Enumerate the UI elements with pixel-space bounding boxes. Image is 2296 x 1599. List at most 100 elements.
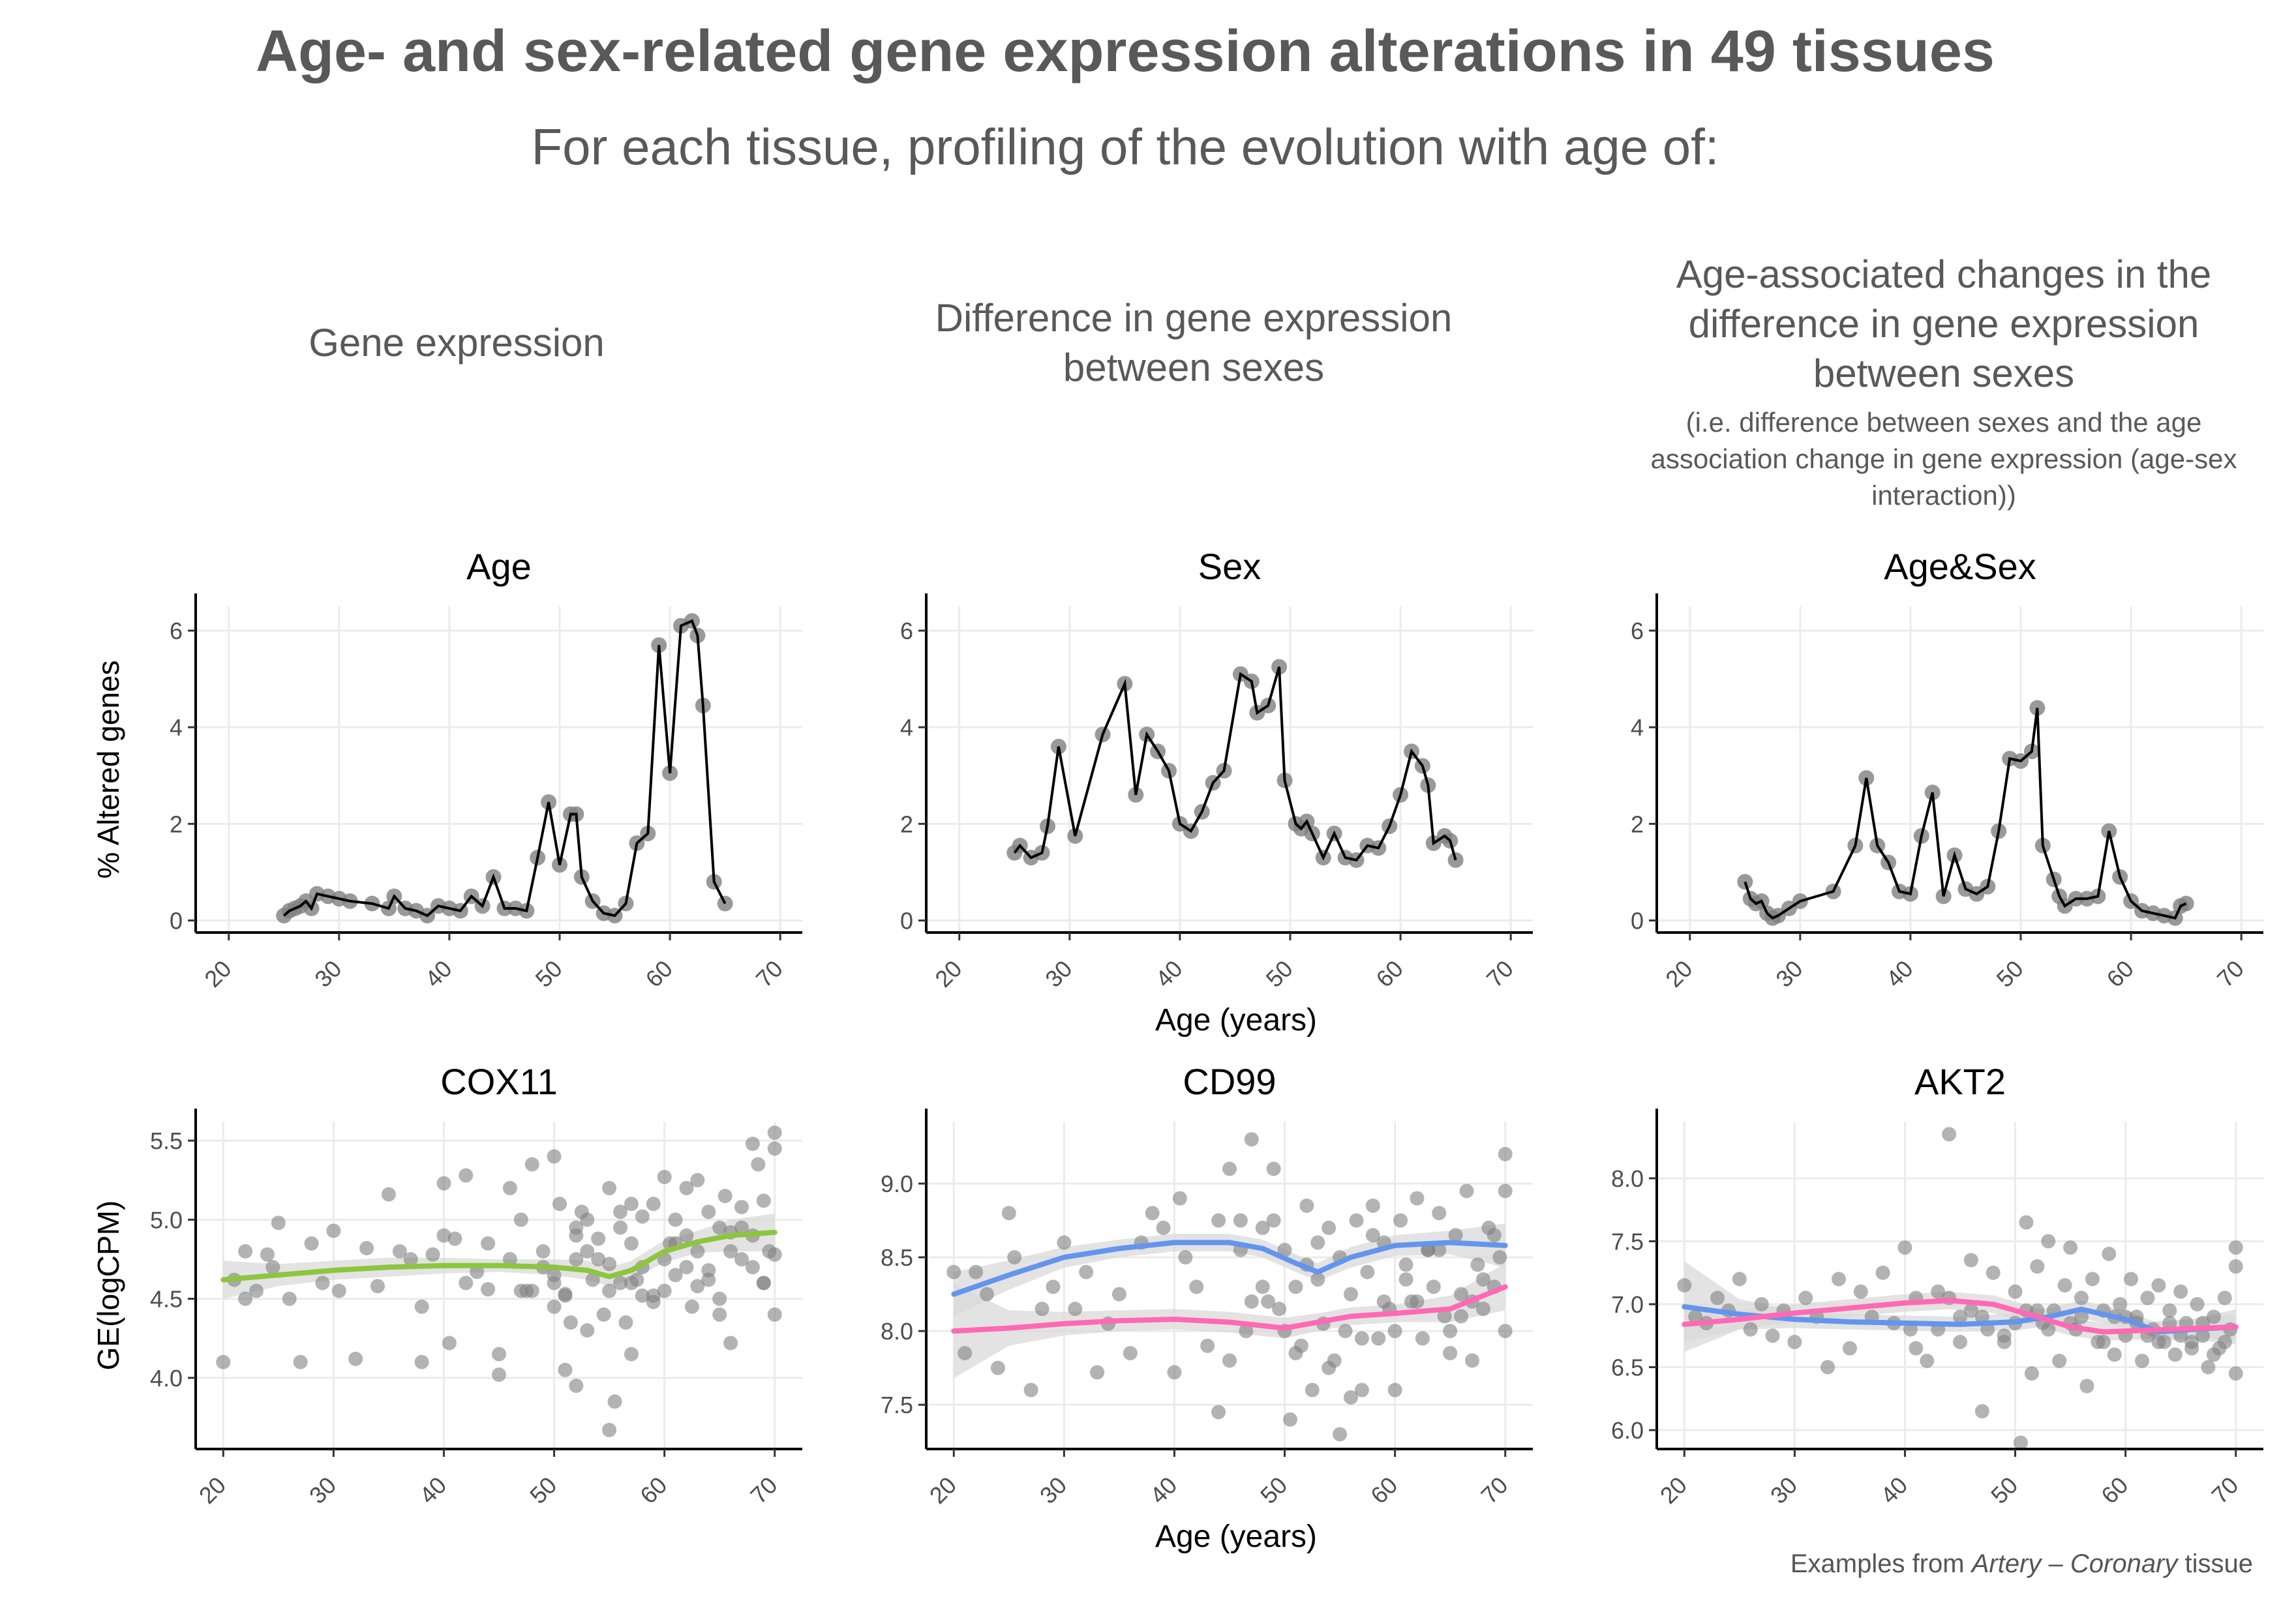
data-point	[1261, 1294, 1276, 1309]
data-point	[2168, 1347, 2183, 1362]
data-point	[2085, 1272, 2100, 1287]
data-point	[1754, 1296, 1769, 1311]
data-point	[2135, 1353, 2149, 1368]
data-point	[1068, 1302, 1083, 1317]
data-point	[1920, 1353, 1935, 1368]
x-axis-label: Age (years)	[1155, 1003, 1317, 1038]
data-point	[1710, 1291, 1725, 1306]
x-tick-label: 40	[1150, 955, 1187, 993]
data-point	[1222, 1161, 1237, 1176]
data-point	[723, 1336, 738, 1351]
data-point	[547, 1149, 562, 1164]
data-point	[1498, 1184, 1513, 1199]
data-point	[679, 1180, 694, 1195]
data-point	[282, 1291, 297, 1306]
data-point	[1344, 1287, 1358, 1302]
data-point	[613, 1220, 627, 1235]
y-tick-label: 7.5	[1611, 1228, 1644, 1255]
data-point	[1398, 1272, 1413, 1287]
y-tick-label: 2	[900, 811, 913, 837]
panel-akt2: AKT2 6.0 6.5 7.0 7.5 8.0 20 30 40 50 60 70	[1611, 1061, 2263, 1509]
data-point	[1426, 1279, 1441, 1294]
y-tick-label: 2	[1631, 811, 1644, 837]
data-point	[2178, 895, 2194, 912]
data-point	[1410, 1191, 1425, 1206]
data-point	[718, 1188, 733, 1203]
data-point	[436, 1176, 451, 1191]
data-point	[1974, 1309, 1989, 1324]
y-tick-label: 0	[1631, 907, 1644, 934]
data-point	[293, 1354, 308, 1369]
data-point	[502, 1251, 517, 1266]
data-point	[745, 1260, 760, 1275]
data-point	[1371, 1331, 1386, 1346]
data-point	[1001, 1206, 1016, 1221]
data-point	[2113, 1296, 2128, 1311]
panel-cd99: CD99 7.5 8.0 8.5 9.0 20 30 40 50 60 70 Age (years)	[881, 1061, 1533, 1554]
data-point	[459, 1276, 474, 1291]
column-heading-gene-expression: Gene expression	[309, 321, 605, 365]
data-point	[596, 1307, 611, 1322]
data-point	[1211, 1213, 1226, 1228]
y-tick-label: 8.5	[881, 1244, 913, 1271]
x-tick-label: 20	[924, 1472, 961, 1509]
data-point	[1365, 1198, 1380, 1213]
data-point	[348, 1351, 363, 1366]
data-point	[1459, 1184, 1474, 1199]
data-point	[1354, 1382, 1369, 1397]
data-point	[591, 1251, 606, 1266]
y-tick-label: 6	[170, 618, 183, 644]
data-point	[2173, 1284, 2188, 1299]
x-tick-label: 20	[929, 955, 967, 993]
data-point	[552, 1197, 567, 1212]
panel-title: CD99	[1183, 1061, 1276, 1102]
x-tick-label: 70	[745, 1472, 782, 1509]
data-point	[1387, 1382, 1402, 1397]
series-line	[1744, 708, 2187, 920]
data-point	[1079, 1264, 1094, 1279]
x-tick-label: 50	[1261, 955, 1298, 993]
y-tick-label: 6	[900, 618, 913, 644]
data-point	[502, 1180, 517, 1195]
data-point	[690, 1279, 705, 1294]
data-point	[2102, 1246, 2117, 1261]
data-point	[1222, 1353, 1237, 1368]
data-point	[624, 1197, 639, 1212]
data-point	[1798, 1291, 1813, 1306]
data-point	[1492, 1250, 1507, 1265]
data-point	[1448, 1228, 1463, 1243]
data-point	[657, 1283, 672, 1298]
data-point	[249, 1283, 264, 1298]
data-point	[1454, 1309, 1469, 1324]
data-point	[2206, 1309, 2221, 1324]
data-point	[2057, 1278, 2072, 1293]
x-tick-label: 50	[1255, 1472, 1292, 1509]
column-heading-sex-difference: Difference in gene expression between se…	[935, 296, 1453, 389]
data-point	[2074, 1309, 2089, 1324]
data-point	[646, 1288, 661, 1303]
data-point	[2079, 1379, 2094, 1394]
footnote-dash: –	[2041, 1549, 2070, 1578]
data-point	[547, 1299, 562, 1314]
data-point	[1338, 1324, 1353, 1339]
data-point	[442, 1336, 457, 1351]
data-point	[447, 1231, 462, 1246]
data-point	[602, 1180, 617, 1195]
data-point	[756, 1276, 771, 1291]
data-point	[767, 1307, 782, 1322]
data-point	[1057, 1235, 1072, 1250]
data-point	[481, 1282, 496, 1297]
data-point	[751, 1157, 766, 1172]
data-point	[1688, 1309, 1703, 1324]
x-tick-label: 60	[1365, 1472, 1402, 1509]
trend-line	[220, 1229, 778, 1283]
data-point	[1090, 1365, 1105, 1380]
data-point	[2151, 1278, 2166, 1293]
x-tick-label: 60	[641, 955, 678, 993]
footnote-suffix: tissue	[2177, 1549, 2254, 1578]
y-tick-label: 9.0	[881, 1171, 913, 1197]
data-point	[563, 1315, 578, 1330]
x-tick-label: 70	[1481, 955, 1518, 993]
data-point	[1743, 1322, 1758, 1337]
data-point	[2024, 1366, 2039, 1381]
